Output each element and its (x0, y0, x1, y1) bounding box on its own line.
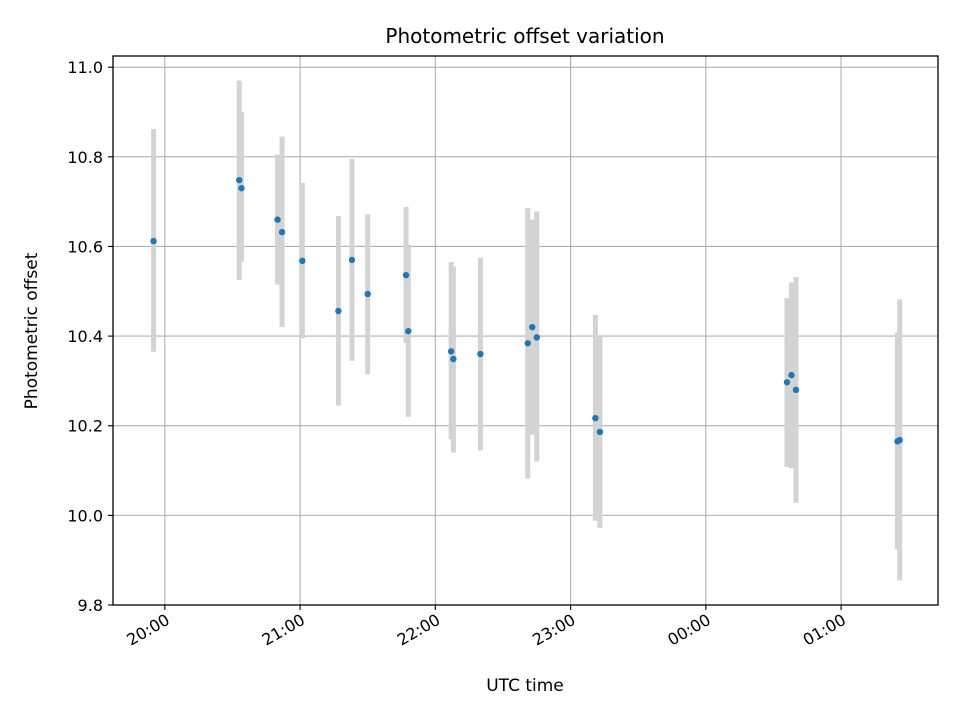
data-point (529, 323, 536, 331)
chart-title: Photometric offset variation (385, 24, 664, 48)
data-point (788, 371, 795, 379)
data-point (348, 256, 356, 264)
data-point (783, 379, 791, 386)
x-axis-title: UTC time (486, 676, 564, 696)
data-point (274, 216, 281, 223)
data-point (278, 228, 286, 236)
y-tick-label: 10.6 (67, 237, 103, 256)
data-point (402, 271, 410, 279)
y-tick-label: 10.8 (67, 148, 103, 167)
plot-frame (112, 55, 939, 606)
data-point (364, 290, 371, 298)
data-point (592, 414, 599, 422)
data-point (524, 340, 531, 347)
y-tick-label: 10.0 (67, 506, 103, 525)
data-point (596, 428, 604, 436)
y-tick-label: 10.2 (67, 417, 103, 436)
data-point (792, 386, 800, 394)
data-point (238, 185, 245, 192)
data-point (450, 355, 457, 363)
data-point (236, 176, 243, 184)
data-point (896, 436, 903, 444)
data-points (150, 176, 903, 445)
data-point (405, 327, 412, 335)
data-point (335, 307, 342, 315)
y-tick-label: 9.8 (78, 596, 103, 615)
data-point (447, 348, 455, 355)
data-point (533, 334, 540, 341)
y-tick-label: 11.0 (67, 58, 103, 77)
data-point (150, 237, 157, 245)
y-tick-label: 10.4 (67, 327, 103, 346)
data-point (299, 257, 306, 265)
y-axis-title: Photometric offset (22, 252, 42, 409)
data-point (477, 350, 484, 358)
y-axis-ticks: 9.8 10.0 10.2 10.4 10.6 10.8 11.0 (67, 58, 113, 615)
